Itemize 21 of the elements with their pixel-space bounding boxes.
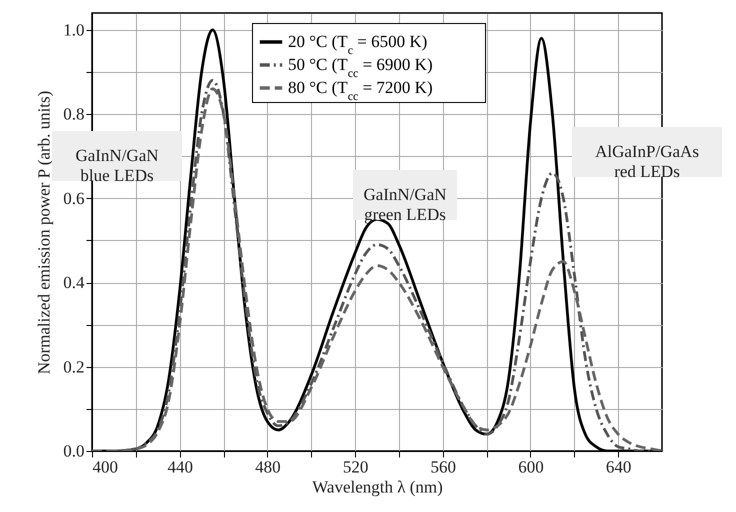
legend-label: 20 °C (T$_{c}$ = 6500 K) — [288, 32, 428, 57]
x-tick-label: 640 — [606, 458, 632, 476]
y-tick-label: 0.4 — [63, 273, 85, 292]
y-tick-label: 0.0 — [63, 442, 84, 460]
y-tick-label: 0.2 — [63, 357, 84, 376]
x-tick-label: 480 — [255, 458, 281, 476]
y-tick-label: 1.0 — [63, 20, 84, 40]
x-tick-label: 600 — [518, 458, 544, 476]
x-tick-label: 520 — [342, 458, 368, 476]
annotation: AlGaInP/GaAs red LEDs — [595, 142, 699, 181]
x-tick-label: 400 — [92, 458, 118, 476]
y-tick-label: 0.6 — [63, 188, 84, 208]
x-axis-title: Wavelength λ (nm) — [312, 478, 443, 496]
x-tick-label: 440 — [167, 458, 193, 476]
annotation: GaInN/GaN green LEDs — [363, 185, 447, 224]
y-axis-title: Normalized emission power P (arb. units) — [34, 90, 54, 374]
annotation: GaInN/GaN blue LEDs — [75, 146, 159, 185]
x-tick-label: 560 — [430, 458, 456, 476]
y-tick-label: 0.8 — [63, 104, 84, 124]
legend-label: 80 °C (T$_{cc}$ = 7200 K) — [288, 78, 433, 103]
legend-label: 50 °C (T$_{cc}$ = 6900 K) — [288, 55, 433, 80]
